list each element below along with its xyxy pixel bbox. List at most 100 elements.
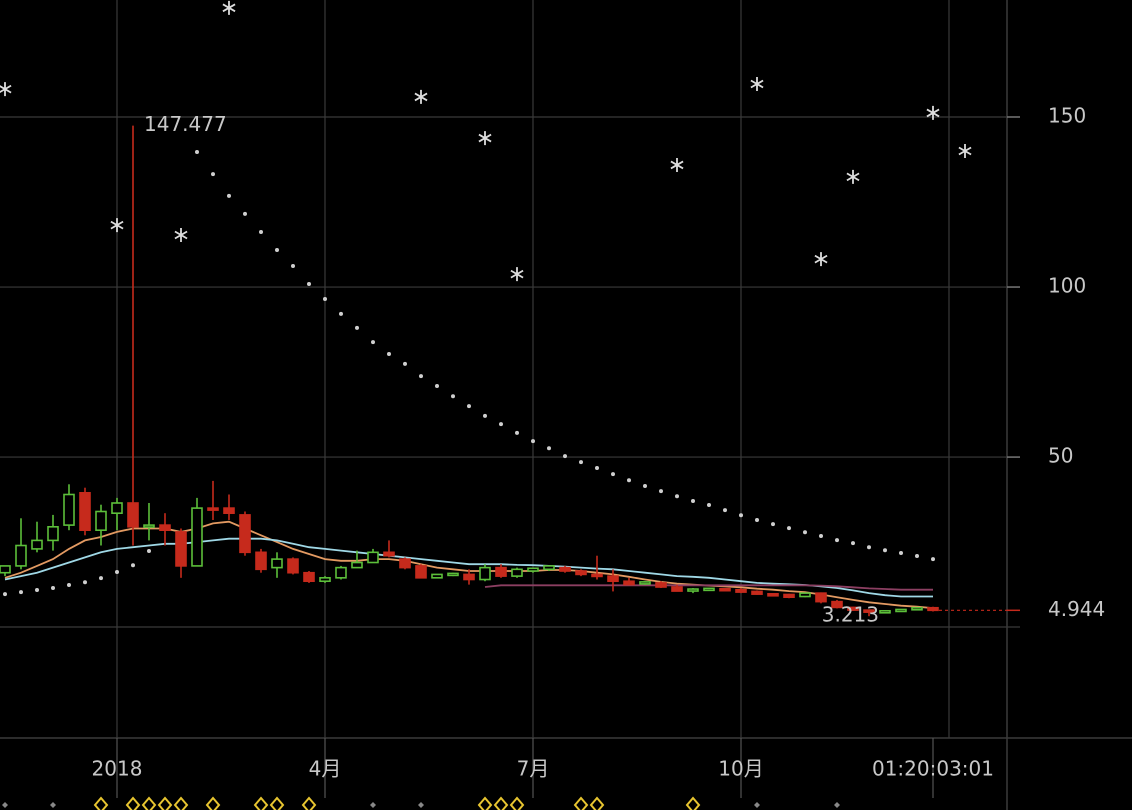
signal-marker bbox=[685, 796, 701, 810]
signal-marker bbox=[754, 802, 760, 808]
indicator-dot bbox=[675, 494, 679, 499]
asterisk-marker bbox=[174, 228, 188, 243]
candle-body bbox=[575, 570, 587, 576]
candle-body bbox=[383, 551, 395, 557]
candle-body bbox=[31, 539, 43, 550]
candle-body bbox=[591, 573, 603, 578]
indicator-dot bbox=[35, 588, 39, 593]
signal-marker bbox=[370, 802, 376, 808]
indicator-dot bbox=[451, 394, 455, 399]
signal-marker bbox=[125, 796, 141, 810]
asterisk-marker bbox=[670, 157, 684, 172]
candle-body bbox=[463, 573, 475, 581]
signal-strip bbox=[2, 796, 840, 810]
last-price-label: 4.944 bbox=[1048, 597, 1105, 621]
candle-body bbox=[271, 558, 283, 569]
indicator-dot bbox=[115, 570, 119, 575]
candle-body bbox=[639, 581, 651, 585]
candle-body bbox=[703, 587, 715, 592]
asterisk-marker bbox=[750, 77, 764, 92]
candle-body bbox=[655, 582, 667, 588]
indicator-dot bbox=[339, 311, 343, 316]
candle-body bbox=[511, 568, 523, 577]
indicator-dot bbox=[899, 550, 903, 555]
signal-marker bbox=[2, 802, 8, 808]
candle-body bbox=[799, 592, 811, 598]
candle-body bbox=[207, 507, 219, 511]
indicator-dot bbox=[259, 229, 263, 234]
signal-marker bbox=[93, 796, 109, 810]
signal-marker bbox=[269, 796, 285, 810]
signal-marker bbox=[50, 802, 56, 808]
signal-marker bbox=[477, 796, 493, 810]
indicator-dot bbox=[499, 422, 503, 427]
indicator-dot bbox=[803, 530, 807, 535]
candle-body bbox=[351, 561, 363, 569]
indicator-dot bbox=[387, 352, 391, 357]
indicator-dot bbox=[467, 404, 471, 409]
low-annotation: 3.213 bbox=[822, 603, 879, 627]
candle-body bbox=[63, 493, 75, 526]
signal-marker bbox=[173, 796, 189, 810]
indicator-dot bbox=[51, 586, 55, 591]
moving-average-line bbox=[484, 584, 933, 591]
indicator-dot bbox=[211, 172, 215, 177]
indicator-dot bbox=[819, 533, 823, 538]
candle-body bbox=[143, 524, 155, 528]
candle-body bbox=[223, 507, 235, 514]
candle-body bbox=[15, 544, 27, 567]
asterisk-marker bbox=[846, 169, 860, 184]
y-tick-label: 100 bbox=[1048, 274, 1086, 298]
indicator-dot bbox=[691, 498, 695, 503]
candle-body bbox=[495, 566, 507, 577]
candle-body bbox=[815, 592, 827, 603]
candle-body bbox=[735, 588, 747, 593]
candle-body bbox=[863, 609, 875, 613]
indicator-dot bbox=[419, 374, 423, 379]
indicator-dot bbox=[867, 545, 871, 550]
indicator-dot bbox=[579, 460, 583, 465]
candle-body bbox=[543, 565, 555, 571]
candle-body bbox=[527, 567, 539, 572]
asterisk-marker bbox=[110, 218, 124, 233]
signal-marker bbox=[509, 796, 525, 810]
indicator-dot bbox=[83, 580, 87, 585]
indicator-dot bbox=[435, 384, 439, 389]
asterisk-marker bbox=[814, 252, 828, 267]
indicator-dot bbox=[515, 430, 519, 435]
candle-body bbox=[287, 558, 299, 574]
candle-body bbox=[431, 573, 443, 579]
indicator-dot bbox=[627, 478, 631, 483]
indicator-dot bbox=[563, 454, 567, 459]
candle-body bbox=[47, 526, 59, 542]
indicator-dot bbox=[915, 554, 919, 559]
candle-body bbox=[719, 587, 731, 592]
candle-body bbox=[751, 590, 763, 595]
candle-body bbox=[847, 606, 859, 611]
candle-body bbox=[479, 566, 491, 581]
asterisk-marker bbox=[926, 105, 940, 120]
indicator-dot bbox=[275, 247, 279, 252]
signal-marker bbox=[253, 796, 269, 810]
indicator-dot bbox=[739, 513, 743, 518]
indicator-dot bbox=[611, 472, 615, 477]
indicator-dot bbox=[723, 508, 727, 513]
asterisk-marker bbox=[222, 0, 236, 15]
candle-body bbox=[559, 566, 571, 572]
candle-body bbox=[415, 565, 427, 579]
moving-average-line bbox=[4, 537, 933, 598]
signal-marker bbox=[301, 796, 317, 810]
asterisk-marker bbox=[510, 267, 524, 282]
indicator-dot bbox=[371, 340, 375, 345]
indicator-dot bbox=[227, 193, 231, 198]
candle-body bbox=[623, 580, 635, 586]
indicator-dot bbox=[595, 465, 599, 470]
indicator-dot bbox=[243, 211, 247, 216]
x-tick-label: 2018 bbox=[92, 757, 143, 781]
candle-body bbox=[127, 502, 139, 528]
signal-marker bbox=[589, 796, 605, 810]
x-tick-label: 01:20:03:01 bbox=[872, 757, 994, 781]
candle-body bbox=[255, 551, 267, 571]
asterisk-marker bbox=[478, 131, 492, 146]
